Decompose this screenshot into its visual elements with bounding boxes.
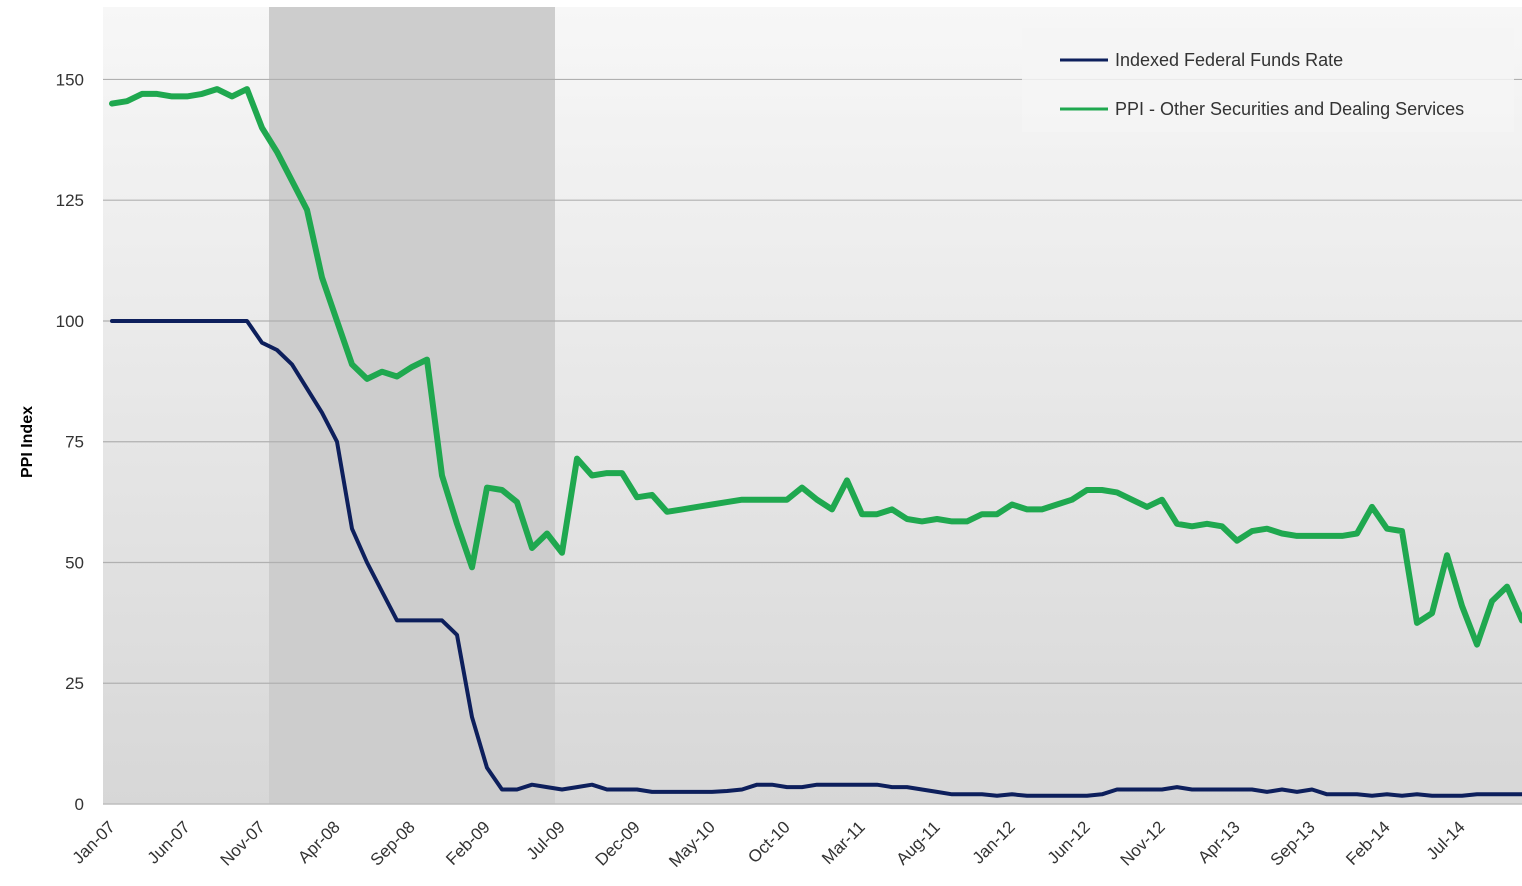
legend: Indexed Federal Funds Rate PPI - Other S… [1022, 28, 1514, 132]
y-tick-label-0: 0 [75, 795, 84, 814]
y-tick-label-25: 25 [65, 674, 84, 693]
y-axis-label: PPI Index [19, 406, 36, 478]
series-line-fed-funds [110, 319, 1522, 798]
series-line-ppi [109, 86, 1522, 648]
x-tick-label-oct-10: Oct-10 [744, 817, 794, 867]
x-tick-label-apr-13: Apr-13 [1194, 817, 1244, 867]
legend-box [1022, 28, 1514, 132]
y-tick-label-75: 75 [65, 433, 84, 452]
series-lines [109, 86, 1522, 798]
x-tick-label-aug-11: Aug-11 [893, 817, 944, 868]
x-tick-labels: Jan-07 Jun-07 Nov-07 Apr-08 Sep-08 Feb-09 Jul-… [69, 817, 1469, 871]
x-tick-label-nov-07: Nov-07 [217, 817, 269, 869]
x-tick-label-feb-14: Feb-14 [1342, 817, 1394, 869]
x-tick-label-may-10: May-10 [665, 817, 719, 871]
x-tick-label-jun-12: Jun-12 [1044, 817, 1094, 867]
x-tick-label-jan-07: Jan-07 [69, 817, 119, 867]
x-tick-label-jan-12: Jan-12 [969, 817, 1019, 867]
x-tick-label-sep-13: Sep-13 [1267, 817, 1319, 869]
legend-label-ppi: PPI - Other Securities and Dealing Servi… [1115, 99, 1464, 119]
x-tick-label-nov-12: Nov-12 [1117, 817, 1169, 869]
x-tick-label-jul-14: Jul-14 [1423, 817, 1469, 863]
y-tick-label-50: 50 [65, 553, 84, 572]
x-tick-label-feb-09: Feb-09 [442, 817, 494, 869]
y-tick-label-100: 100 [56, 312, 84, 331]
y-tick-label-125: 125 [56, 191, 84, 210]
y-tick-label-150: 150 [56, 70, 84, 89]
x-tick-label-dec-09: Dec-09 [592, 817, 644, 869]
x-tick-label-sep-08: Sep-08 [367, 817, 419, 869]
shaded-recession-region [269, 7, 555, 804]
x-tick-label-apr-08: Apr-08 [294, 817, 344, 867]
y-tick-labels: 0 25 50 75 100 125 150 [56, 70, 84, 814]
x-tick-label-mar-11: Mar-11 [818, 817, 869, 868]
x-tick-label-jul-09: Jul-09 [523, 817, 569, 863]
legend-label-fed-funds: Indexed Federal Funds Rate [1115, 50, 1343, 70]
x-tick-label-jun-07: Jun-07 [144, 817, 194, 867]
